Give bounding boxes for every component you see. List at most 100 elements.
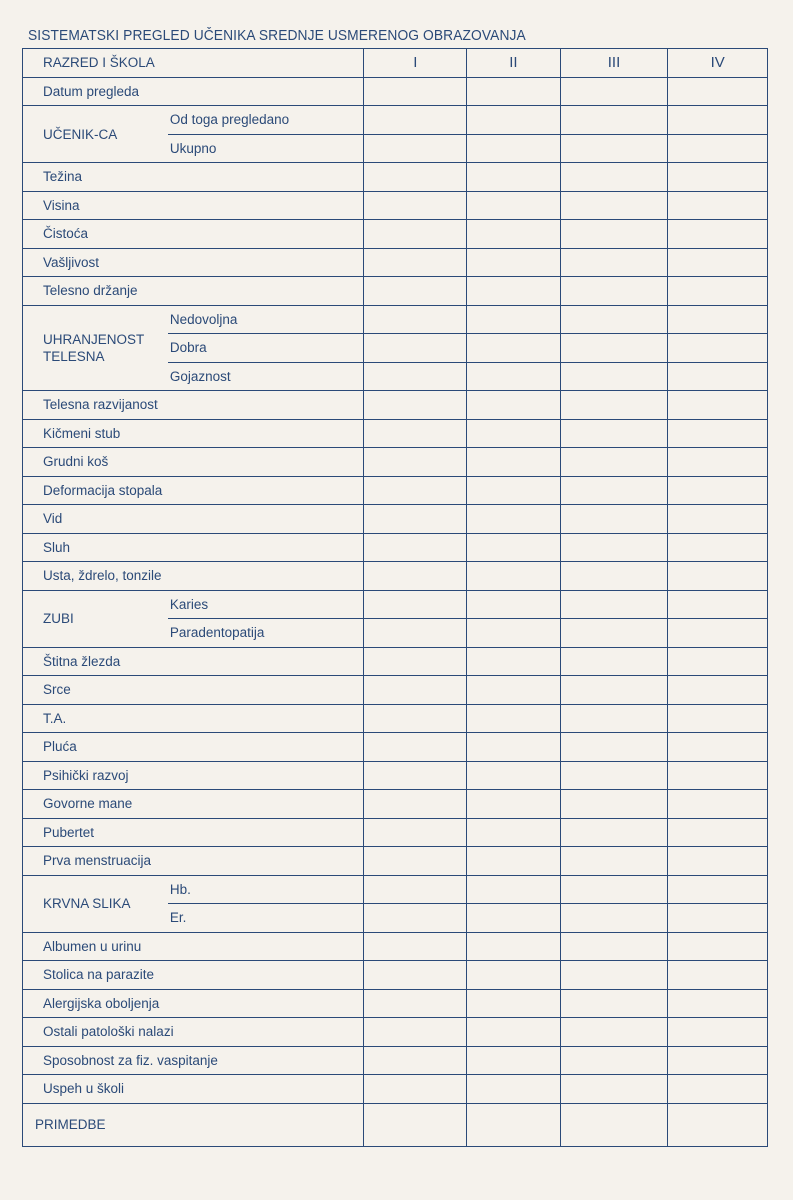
entry-cell[interactable] [667, 874, 768, 904]
entry-cell[interactable] [363, 162, 468, 192]
entry-cell[interactable] [363, 475, 468, 505]
entry-cell[interactable] [466, 646, 561, 676]
entry-cell[interactable] [667, 504, 768, 534]
entry-cell[interactable] [466, 190, 561, 220]
entry-cell[interactable] [667, 1045, 768, 1075]
entry-cell[interactable] [363, 133, 468, 163]
entry-cell[interactable] [559, 561, 669, 591]
entry-cell[interactable] [559, 247, 669, 277]
entry-cell[interactable] [559, 732, 669, 762]
entry-cell[interactable] [466, 732, 561, 762]
entry-cell[interactable] [466, 105, 561, 135]
entry-cell[interactable] [466, 1102, 561, 1147]
entry-cell[interactable] [466, 276, 561, 306]
entry-cell[interactable] [667, 988, 768, 1018]
entry-cell[interactable] [466, 561, 561, 591]
entry-cell[interactable] [363, 618, 468, 648]
entry-cell[interactable] [559, 703, 669, 733]
entry-cell[interactable] [466, 1074, 561, 1104]
entry-cell[interactable] [667, 190, 768, 220]
entry-cell[interactable] [667, 1074, 768, 1104]
entry-cell[interactable] [559, 190, 669, 220]
entry-cell[interactable] [667, 1102, 768, 1147]
entry-cell[interactable] [667, 133, 768, 163]
entry-cell[interactable] [667, 304, 768, 334]
entry-cell[interactable] [363, 960, 468, 990]
entry-cell[interactable] [667, 447, 768, 477]
entry-cell[interactable] [466, 931, 561, 961]
entry-cell[interactable] [559, 361, 669, 391]
entry-cell[interactable] [466, 390, 561, 420]
entry-cell[interactable] [667, 618, 768, 648]
entry-cell[interactable] [559, 675, 669, 705]
entry-cell[interactable] [466, 76, 561, 106]
entry-cell[interactable] [363, 304, 468, 334]
entry-cell[interactable] [363, 846, 468, 876]
entry-cell[interactable] [466, 817, 561, 847]
entry-cell[interactable] [559, 532, 669, 562]
entry-cell[interactable] [466, 304, 561, 334]
entry-cell[interactable] [466, 133, 561, 163]
entry-cell[interactable] [667, 247, 768, 277]
entry-cell[interactable] [559, 1102, 669, 1147]
entry-cell[interactable] [466, 988, 561, 1018]
entry-cell[interactable] [363, 675, 468, 705]
entry-cell[interactable] [559, 1045, 669, 1075]
entry-cell[interactable] [667, 646, 768, 676]
entry-cell[interactable] [667, 789, 768, 819]
entry-cell[interactable] [559, 931, 669, 961]
entry-cell[interactable] [363, 76, 468, 106]
entry-cell[interactable] [559, 1074, 669, 1104]
entry-cell[interactable] [559, 76, 669, 106]
entry-cell[interactable] [363, 988, 468, 1018]
entry-cell[interactable] [466, 874, 561, 904]
entry-cell[interactable] [363, 1017, 468, 1047]
entry-cell[interactable] [667, 219, 768, 249]
entry-cell[interactable] [363, 333, 468, 363]
entry-cell[interactable] [363, 874, 468, 904]
entry-cell[interactable] [559, 333, 669, 363]
entry-cell[interactable] [363, 789, 468, 819]
entry-cell[interactable] [363, 276, 468, 306]
entry-cell[interactable] [363, 504, 468, 534]
entry-cell[interactable] [667, 162, 768, 192]
entry-cell[interactable] [667, 105, 768, 135]
entry-cell[interactable] [559, 276, 669, 306]
entry-cell[interactable] [559, 618, 669, 648]
entry-cell[interactable] [559, 475, 669, 505]
entry-cell[interactable] [559, 874, 669, 904]
entry-cell[interactable] [667, 1017, 768, 1047]
entry-cell[interactable] [466, 589, 561, 619]
entry-cell[interactable] [667, 475, 768, 505]
entry-cell[interactable] [466, 1045, 561, 1075]
entry-cell[interactable] [559, 162, 669, 192]
entry-cell[interactable] [559, 1017, 669, 1047]
entry-cell[interactable] [667, 532, 768, 562]
entry-cell[interactable] [559, 646, 669, 676]
entry-cell[interactable] [667, 675, 768, 705]
entry-cell[interactable] [363, 105, 468, 135]
entry-cell[interactable] [466, 1017, 561, 1047]
entry-cell[interactable] [667, 703, 768, 733]
entry-cell[interactable] [559, 133, 669, 163]
entry-cell[interactable] [466, 447, 561, 477]
entry-cell[interactable] [363, 817, 468, 847]
entry-cell[interactable] [363, 732, 468, 762]
entry-cell[interactable] [667, 333, 768, 363]
entry-cell[interactable] [667, 903, 768, 933]
entry-cell[interactable] [466, 418, 561, 448]
entry-cell[interactable] [466, 675, 561, 705]
entry-cell[interactable] [667, 931, 768, 961]
entry-cell[interactable] [559, 447, 669, 477]
entry-cell[interactable] [667, 760, 768, 790]
entry-cell[interactable] [466, 703, 561, 733]
entry-cell[interactable] [466, 789, 561, 819]
entry-cell[interactable] [363, 931, 468, 961]
entry-cell[interactable] [559, 960, 669, 990]
entry-cell[interactable] [466, 475, 561, 505]
entry-cell[interactable] [363, 418, 468, 448]
entry-cell[interactable] [466, 247, 561, 277]
entry-cell[interactable] [559, 390, 669, 420]
entry-cell[interactable] [363, 703, 468, 733]
entry-cell[interactable] [466, 333, 561, 363]
